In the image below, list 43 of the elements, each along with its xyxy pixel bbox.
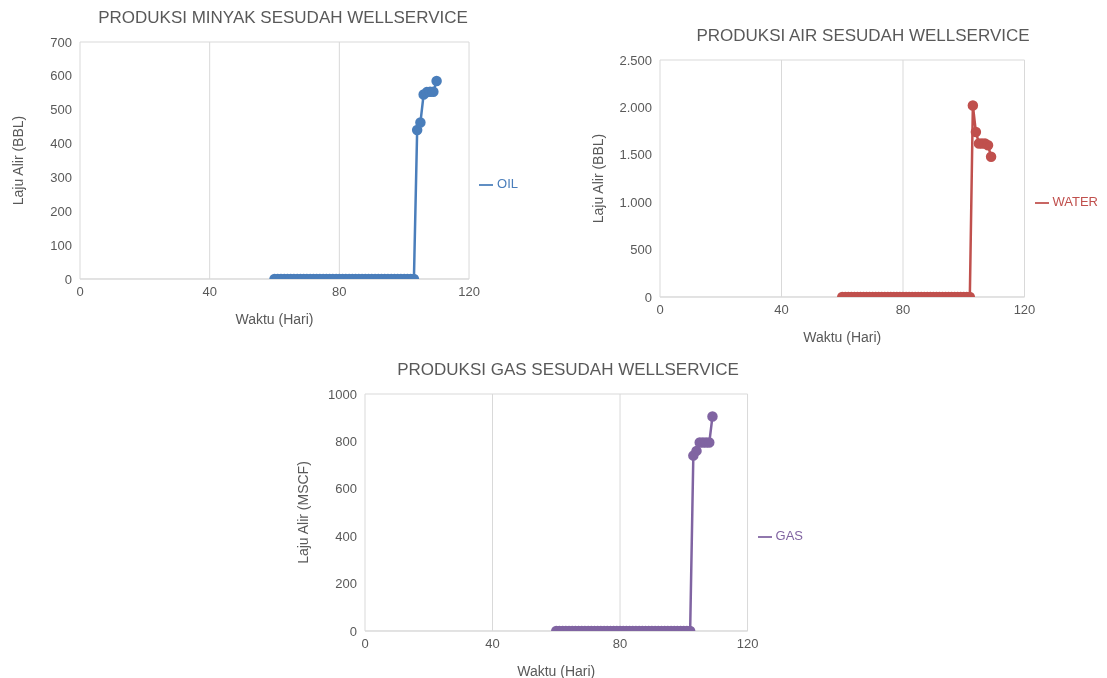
x-tick-label: 80 — [332, 284, 347, 300]
x-tick-label: 120 — [458, 284, 480, 300]
y-axis-title: Laju Alir (MSCF) — [294, 461, 311, 564]
y-tick-label: 200 — [50, 203, 72, 219]
x-tick-label: 80 — [612, 636, 628, 652]
y-axis-title: Laju Alir (BBL) — [9, 115, 26, 206]
chart-title: PRODUKSI GAS SESUDAH WELLSERVICE — [396, 360, 740, 381]
x-tick-label: 40 — [774, 302, 789, 318]
y-tick-label: 400 — [335, 528, 357, 544]
y-tick-label: 1.000 — [619, 194, 652, 210]
x-axis-title: Waktu (Hari) — [517, 663, 596, 678]
x-axis-title: Waktu (Hari) — [803, 329, 882, 345]
y-tick-label: 300 — [50, 170, 72, 186]
y-tick-label: 200 — [335, 576, 357, 592]
legend-label: OIL — [497, 176, 518, 192]
chart-title: PRODUKSI MINYAK SESUDAH WELLSERVICE — [97, 8, 469, 29]
legend-label: GAS — [775, 528, 803, 544]
y-tick-label: 100 — [50, 237, 72, 253]
y-tick-label: 600 — [50, 68, 72, 84]
y-tick-label: 600 — [335, 481, 357, 497]
y-tick-label: 0 — [349, 623, 357, 639]
y-tick-label: 2.000 — [619, 100, 652, 116]
y-tick-label: 1000 — [328, 386, 357, 402]
y-tick-label: 500 — [630, 242, 652, 258]
x-tick-label: 120 — [1013, 302, 1036, 318]
x-tick-label: 120 — [736, 636, 759, 652]
x-tick-label: 40 — [485, 636, 500, 652]
y-tick-label: 500 — [50, 102, 72, 118]
x-tick-label: 80 — [895, 302, 911, 318]
y-axis-title: Laju Alir (BBL) — [589, 133, 606, 224]
y-tick-label: 2.500 — [619, 52, 652, 68]
x-tick-label: 0 — [361, 636, 369, 652]
x-tick-label: 0 — [76, 284, 84, 300]
chart-title: PRODUKSI AIR SESUDAH WELLSERVICE — [695, 26, 1031, 47]
y-tick-label: 800 — [335, 434, 357, 450]
y-tick-label: 700 — [50, 34, 72, 50]
y-tick-label: 0 — [64, 271, 72, 287]
y-tick-label: 1.500 — [619, 147, 652, 163]
x-tick-label: 0 — [656, 302, 664, 318]
x-axis-title: Waktu (Hari) — [235, 311, 314, 327]
legend-label: WATER — [1052, 194, 1098, 210]
x-tick-label: 40 — [202, 284, 217, 300]
y-tick-label: 400 — [50, 136, 72, 152]
